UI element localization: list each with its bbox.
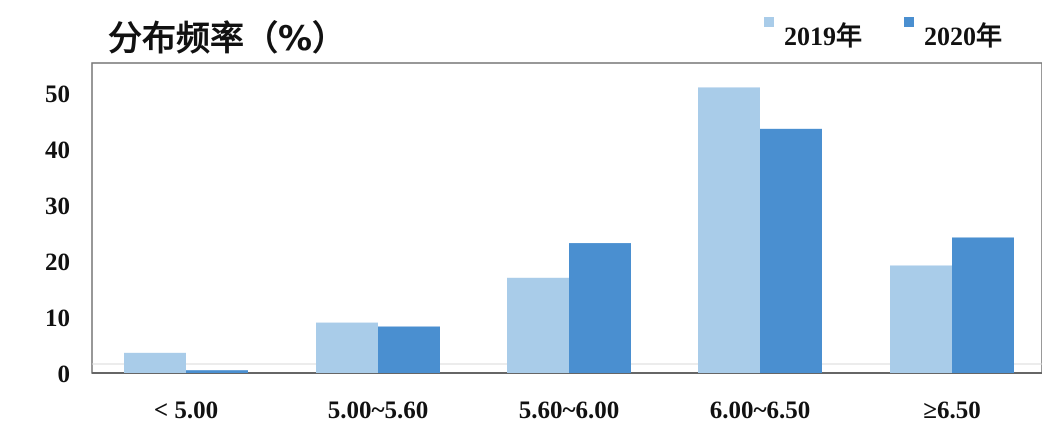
y-axis-ticks: 0 10 20 30 40 50: [45, 81, 70, 388]
bar-2019年-< 5.00: [124, 352, 186, 373]
legend-label-2020: 2020年: [924, 21, 1002, 51]
bar-2019年-≥6.50: [890, 265, 952, 373]
x-axis-ticks: < 5.00 5.00~5.60 5.60~6.00 6.00~6.50 ≥6.50: [154, 397, 981, 424]
y-tick-label: 40: [45, 137, 70, 164]
x-tick-label: 6.00~6.50: [710, 397, 811, 424]
y-tick-label: 0: [58, 361, 71, 388]
y-tick-label: 30: [45, 193, 70, 220]
bar-2020年-< 5.00: [186, 370, 248, 373]
bar-2020年-≥6.50: [952, 237, 1014, 373]
bar-2020年-5.60~6.00: [569, 243, 631, 373]
bar-2019年-6.00~6.50: [698, 87, 760, 374]
chart-title: 分布频率（%）: [108, 19, 346, 59]
bar-2019年-5.60~6.00: [507, 277, 569, 373]
legend: 2019年 2020年: [764, 17, 1002, 51]
bars: [124, 87, 1014, 374]
bar-2020年-6.00~6.50: [760, 128, 822, 373]
x-tick-label: ≥6.50: [923, 397, 980, 424]
legend-swatch-2020: [904, 17, 914, 27]
bar-2020年-5.00~5.60: [378, 326, 440, 373]
x-tick-label: < 5.00: [154, 397, 218, 424]
y-tick-label: 50: [45, 81, 70, 108]
x-tick-label: 5.60~6.00: [519, 397, 620, 424]
y-tick-label: 10: [45, 305, 70, 332]
x-tick-label: 5.00~5.60: [328, 397, 429, 424]
y-tick-label: 20: [45, 249, 70, 276]
legend-label-2019: 2019年: [784, 21, 862, 51]
legend-swatch-2019: [764, 17, 774, 27]
bar-2019年-5.00~5.60: [316, 322, 378, 373]
